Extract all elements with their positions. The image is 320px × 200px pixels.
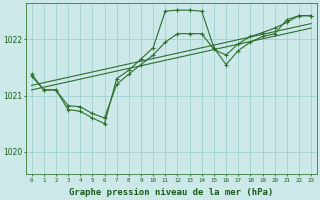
X-axis label: Graphe pression niveau de la mer (hPa): Graphe pression niveau de la mer (hPa) (69, 188, 274, 197)
